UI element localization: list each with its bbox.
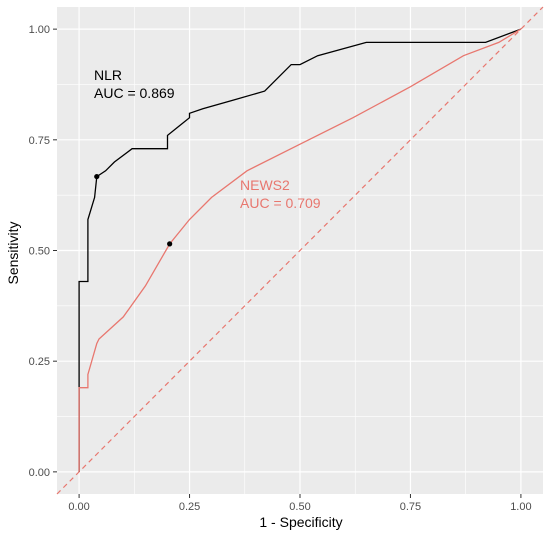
- y-tick-label: 0.75: [29, 135, 50, 147]
- y-tick-label: 0.50: [29, 246, 50, 258]
- news2-annotation: NEWS2 AUC = 0.709: [240, 177, 321, 211]
- y-tick-label: 0.00: [29, 467, 50, 479]
- nlr-roc-curve: [78, 28, 522, 472]
- news2-threshold-point: [167, 241, 173, 247]
- x-tick-label: 0.00: [68, 501, 89, 513]
- x-tick-label: 0.50: [289, 501, 310, 513]
- y-tick-label: 0.25: [29, 356, 50, 368]
- axis-ticks: 0.00 0.25 0.50 0.75 1.00 0.00 0.25 0.50 0.75 1.00: [29, 24, 532, 513]
- nlr-annotation: NLR AUC = 0.869: [94, 67, 175, 101]
- news2-roc-curve: [78, 28, 522, 472]
- nlr-auc-label: AUC = 0.869: [94, 85, 175, 101]
- reference-diagonal-line: [56, 6, 544, 495]
- x-tick-label: 0.75: [400, 501, 421, 513]
- x-tick-label: 0.25: [179, 501, 200, 513]
- news2-auc-label: AUC = 0.709: [240, 195, 321, 211]
- y-axis-title: Sensitivity: [5, 221, 21, 284]
- nlr-label: NLR: [94, 67, 122, 83]
- x-axis-title: 1 - Specificity: [259, 514, 342, 530]
- news2-label: NEWS2: [240, 177, 290, 193]
- x-tick-label: 1.00: [510, 501, 531, 513]
- nlr-threshold-point: [94, 173, 100, 180]
- y-tick-label: 1.00: [29, 24, 50, 36]
- series-layer: [56, 6, 544, 495]
